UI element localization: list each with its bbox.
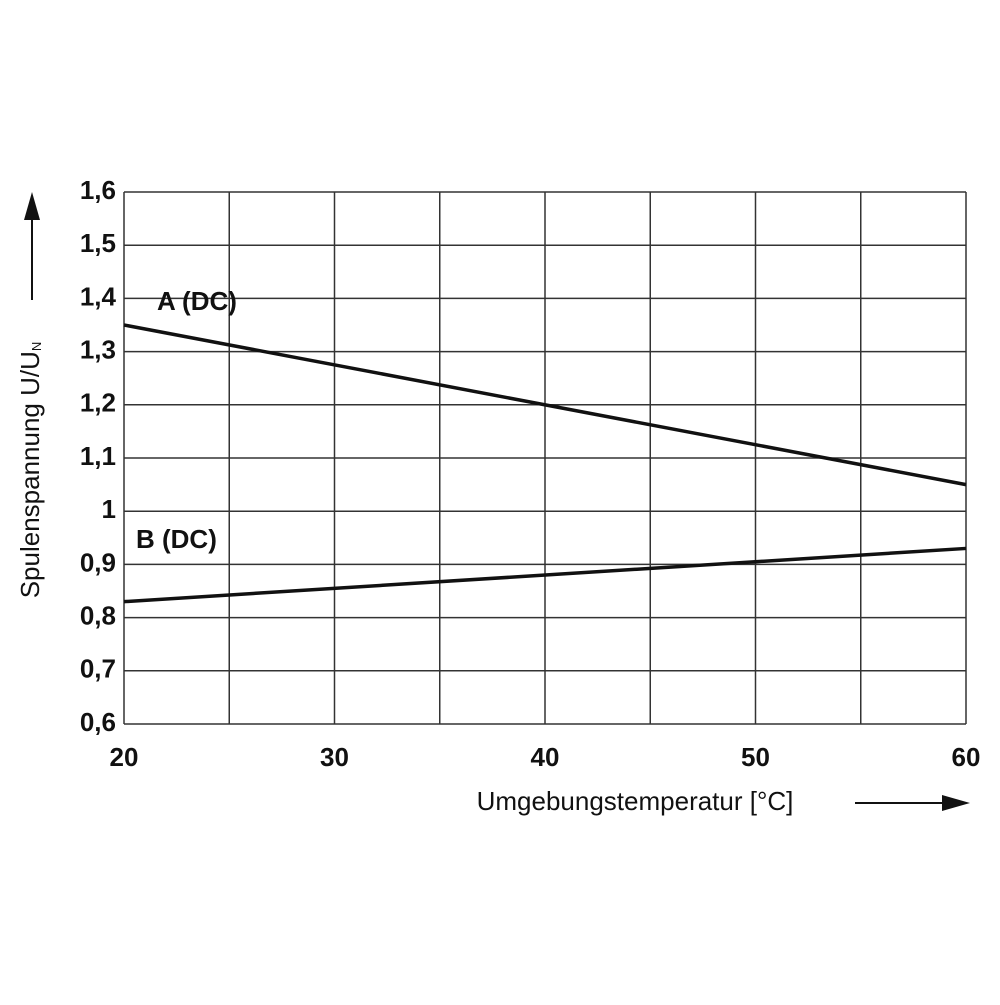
series-label: B (DC) xyxy=(136,524,217,554)
x-tick-label: 30 xyxy=(320,742,349,772)
y-tick-label: 1,3 xyxy=(80,334,116,364)
y-axis-label-group: Spulenspannung U/UN xyxy=(15,342,45,599)
y-tick-label: 0,6 xyxy=(80,707,116,737)
y-tick-label: 0,9 xyxy=(80,547,116,577)
y-tick-label: 0,7 xyxy=(80,654,116,684)
y-tick-label: 1,4 xyxy=(80,281,117,311)
y-axis-label-sub: N xyxy=(29,342,44,351)
x-tick-label: 20 xyxy=(110,742,139,772)
y-axis-label-main: Spulenspannung U/U xyxy=(15,351,45,598)
y-tick-label: 1,6 xyxy=(80,175,116,205)
series-line xyxy=(123,323,967,487)
x-tick-label: 40 xyxy=(531,742,560,772)
y-tick-label: 0,8 xyxy=(80,600,116,630)
y-tick-label: 1,5 xyxy=(80,228,116,258)
series-label: A (DC) xyxy=(157,286,237,316)
x-tick-label: 50 xyxy=(741,742,770,772)
y-arrow-head xyxy=(24,192,40,220)
y-tick-label: 1 xyxy=(102,494,116,524)
series-line xyxy=(123,546,967,604)
y-tick-label: 1,1 xyxy=(80,441,116,471)
y-tick-label: 1,2 xyxy=(80,388,116,418)
x-axis-label: Umgebungstemperatur [°C] xyxy=(477,786,794,816)
x-arrow-head xyxy=(942,795,970,811)
x-tick-label: 60 xyxy=(952,742,981,772)
y-axis-label: Spulenspannung U/UN xyxy=(15,342,45,599)
